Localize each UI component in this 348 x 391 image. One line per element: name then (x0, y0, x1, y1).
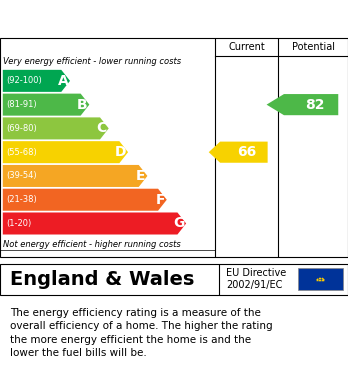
Text: D: D (115, 145, 126, 159)
Text: (39-54): (39-54) (6, 171, 37, 181)
Text: (69-80): (69-80) (6, 124, 37, 133)
Text: 82: 82 (306, 98, 325, 112)
Text: Potential: Potential (292, 42, 335, 52)
Polygon shape (209, 142, 268, 163)
Text: (21-38): (21-38) (6, 195, 37, 204)
Text: (92-100): (92-100) (6, 76, 42, 85)
Text: England & Wales: England & Wales (10, 270, 195, 289)
Text: G: G (173, 217, 184, 231)
Text: B: B (77, 98, 88, 112)
Polygon shape (3, 141, 128, 163)
Text: E: E (136, 169, 146, 183)
Text: Not energy efficient - higher running costs: Not energy efficient - higher running co… (3, 240, 181, 249)
Polygon shape (3, 212, 186, 235)
Text: (55-68): (55-68) (6, 148, 37, 157)
Bar (298, 268, 343, 291)
Text: C: C (97, 121, 107, 135)
Polygon shape (3, 165, 148, 187)
Text: (1-20): (1-20) (6, 219, 32, 228)
Text: Very energy efficient - lower running costs: Very energy efficient - lower running co… (3, 57, 182, 66)
Text: (81-91): (81-91) (6, 100, 37, 109)
Text: 66: 66 (237, 145, 256, 159)
Text: F: F (156, 193, 165, 207)
Polygon shape (3, 70, 70, 92)
Text: Current: Current (228, 42, 265, 52)
Polygon shape (3, 189, 167, 211)
Text: Energy Efficiency Rating: Energy Efficiency Rating (60, 7, 288, 25)
Polygon shape (267, 94, 338, 115)
Polygon shape (3, 117, 109, 140)
Text: EU Directive
2002/91/EC: EU Directive 2002/91/EC (226, 268, 286, 290)
Text: The energy efficiency rating is a measure of the
overall efficiency of a home. T: The energy efficiency rating is a measur… (10, 308, 273, 358)
Text: A: A (57, 74, 68, 88)
Polygon shape (3, 93, 89, 116)
